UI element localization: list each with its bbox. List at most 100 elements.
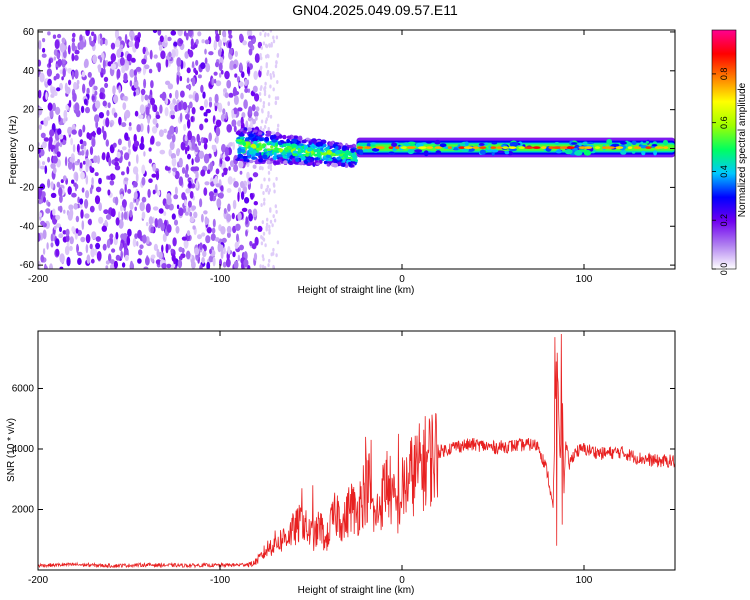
heatmap-cell [112,85,116,95]
heatmap-cell [272,214,275,219]
heatmap-cell [55,223,62,228]
heatmap-cell [258,92,262,96]
heatmap-cell [253,129,258,133]
heatmap-cell [71,41,76,52]
heatmap-cell [242,40,248,46]
heatmap-cell [71,179,75,184]
heatmap-cell [74,102,80,113]
x-tick-label: 100 [576,274,593,285]
heatmap-cell [147,188,151,198]
heatmap-cell [297,136,303,141]
heatmap-cell [52,155,58,164]
heatmap-cell [260,56,263,61]
heatmap-cell [299,143,304,147]
heatmap-cell [62,230,67,235]
heatmap-cell [540,146,547,150]
heatmap-cell [169,125,175,135]
heatmap-cell [42,47,46,53]
heatmap-cell [240,116,244,126]
heatmap-cell [194,92,199,103]
heatmap-cell [221,172,225,177]
heatmap-cell [134,233,139,240]
heatmap-cell [181,236,187,241]
heatmap-cell [152,30,158,34]
heatmap-cell [259,126,263,130]
heatmap-cell [41,53,47,58]
heatmap-cell [251,243,257,250]
heatmap-cell [247,35,253,40]
heatmap-cell [375,146,385,150]
heatmap-cell [153,104,158,113]
heatmap-cell [131,57,136,63]
heatmap-cell [262,30,265,33]
heatmap-cell [232,251,236,258]
heatmap-cell [293,140,297,144]
heatmap-cell [224,146,229,157]
heatmap-cell [141,196,147,203]
heatmap-cell [238,133,245,137]
heatmap-cell [91,231,97,240]
heatmap-cell [253,252,258,261]
heatmap-cell [304,144,308,149]
heatmap-cell [90,258,95,264]
heatmap-cell [268,188,271,193]
heatmap-cell [173,257,177,265]
heatmap-cell [155,170,160,181]
heatmap-cell [55,248,60,257]
heatmap-cell [47,156,51,163]
heatmap-cell [267,165,270,170]
heatmap-cell [654,146,664,150]
heatmap-cell [172,237,177,247]
heatmap-cell [170,30,177,36]
heatmap-cell [333,142,340,145]
heatmap-cell [166,133,172,140]
heatmap-cell [66,256,71,267]
heatmap-cell [262,101,266,105]
heatmap-cell [554,142,560,145]
heatmap-cell [248,48,253,56]
heatmap-cell [62,117,66,124]
heatmap-cell [472,146,480,150]
heatmap-cell [479,146,487,150]
heatmap-cell [243,99,248,110]
heatmap-cell [357,146,364,150]
heatmap-cell [491,149,499,153]
heatmap-cell [170,114,175,120]
heatmap-cell [90,247,95,258]
heatmap-cell [129,68,135,78]
heatmap-cell [109,180,115,186]
heatmap-cell [178,176,184,187]
heatmap-cell [148,216,154,226]
heatmap-cell [156,248,160,258]
heatmap-cell [116,68,121,79]
heatmap-cell [231,212,235,220]
heatmap-cell [135,172,139,183]
heatmap-cell [174,89,179,100]
heatmap-cell [229,60,235,70]
heatmap-cell [254,160,259,165]
heatmap-cell [275,253,278,258]
heatmap-cell [262,104,265,109]
heatmap-cell [290,143,296,148]
heatmap-cell [300,156,306,161]
heatmap-cell [204,48,207,55]
heatmap-cell [213,188,218,193]
heatmap-cell [150,135,155,145]
heatmap-cell [71,129,77,135]
heatmap-cell [40,254,44,263]
heatmap-cell [99,92,104,100]
heatmap-cell [154,183,158,194]
heatmap-cell [258,155,263,159]
heatmap-cell [90,131,97,137]
heatmap-cell [98,202,102,212]
heatmap-cell [83,60,88,69]
heatmap-cell [286,142,291,147]
heatmap-cell [194,247,200,256]
heatmap-cell [266,217,269,222]
heatmap-cell [203,187,208,196]
heatmap-cell [58,233,64,239]
heatmap-cell [46,68,53,77]
heatmap-cell [252,164,257,169]
heatmap-cell [631,140,637,145]
heatmap-cell [631,150,636,154]
